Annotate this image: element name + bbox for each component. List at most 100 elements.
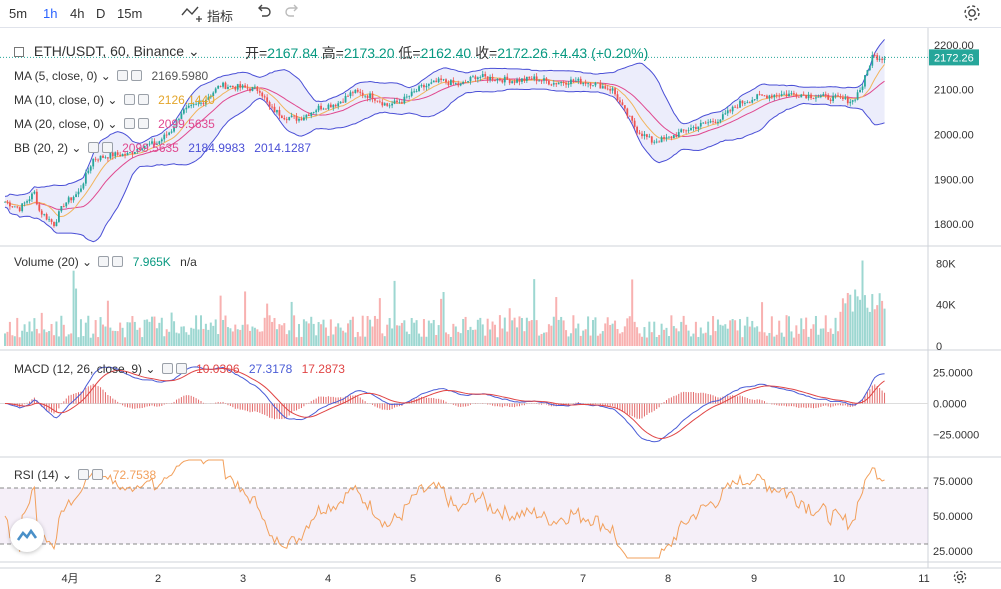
- settings-gear-icon[interactable]: [962, 3, 982, 28]
- eye-icon[interactable]: [123, 94, 135, 105]
- volume-bar: [158, 322, 161, 346]
- close-icon[interactable]: [137, 94, 149, 105]
- candle-body: [601, 86, 604, 89]
- timeframe-d[interactable]: D: [96, 6, 106, 21]
- price-tick-label: 2000.00: [934, 130, 974, 142]
- candle-body: [552, 83, 555, 85]
- close-icon[interactable]: [175, 363, 187, 374]
- legend-ma10[interactable]: MA (10, close, 0) ⌄ 2126.1440: [14, 93, 215, 107]
- volume-bar: [97, 337, 100, 346]
- volume-bar: [327, 335, 330, 346]
- volume-bar: [11, 335, 14, 346]
- time-settings-gear-icon[interactable]: [952, 569, 968, 588]
- close-icon[interactable]: [101, 142, 113, 153]
- chart-canvas[interactable]: 2200.00 2100.00 2000.00 1900.00 1800.00 2172.…: [0, 28, 1001, 589]
- candle-body: [702, 122, 705, 124]
- candle-body: [704, 122, 707, 124]
- eye-icon[interactable]: [98, 256, 110, 267]
- legend-ma5[interactable]: MA (5, close, 0) ⌄ 2169.5980: [14, 69, 209, 83]
- chevron-down-icon[interactable]: ⌄: [187, 43, 200, 59]
- candle-body: [599, 82, 602, 89]
- redo-icon[interactable]: [283, 3, 301, 26]
- volume-bar: [278, 324, 281, 346]
- time-tick-label: 8: [665, 573, 671, 585]
- candle-body: [307, 114, 310, 116]
- volume-bar: [824, 315, 827, 346]
- volume-bar: [131, 316, 134, 346]
- close-icon[interactable]: [112, 256, 124, 267]
- timeframe-1h[interactable]: 1h: [43, 6, 58, 21]
- candle-body: [222, 82, 224, 87]
- candle-body: [371, 93, 374, 100]
- candle-body: [268, 101, 271, 107]
- candle-body: [415, 91, 418, 92]
- legend-rsi[interactable]: RSI (14) ⌄ 72.7538: [14, 468, 157, 482]
- candle-body: [631, 116, 634, 121]
- last-price-label: 2172.26: [934, 52, 974, 64]
- volume-bar: [128, 322, 131, 346]
- eye-icon[interactable]: [78, 469, 90, 480]
- chart-area[interactable]: 2200.00 2100.00 2000.00 1900.00 1800.00 2172.…: [0, 28, 1001, 589]
- close-icon[interactable]: [137, 118, 149, 129]
- volume-bar: [859, 299, 862, 346]
- volume-bar: [697, 336, 700, 346]
- volume-bar: [381, 333, 384, 346]
- eye-icon[interactable]: [123, 118, 135, 129]
- volume-bar: [182, 326, 185, 346]
- eye-icon[interactable]: [87, 142, 99, 153]
- candle-body: [420, 85, 423, 87]
- candle-body: [214, 88, 217, 93]
- volume-bar: [638, 333, 641, 346]
- volume-bar: [876, 305, 879, 346]
- candle-body: [521, 78, 523, 82]
- collapse-icon[interactable]: [14, 47, 24, 57]
- candle-body: [842, 97, 844, 100]
- close-icon[interactable]: [92, 469, 104, 480]
- legend-ma20[interactable]: MA (20, close, 0) ⌄ 2099.5635: [14, 117, 215, 131]
- volume-bar: [285, 334, 288, 346]
- undo-icon[interactable]: [255, 3, 273, 26]
- volume-bar: [726, 328, 729, 346]
- candle-body: [219, 86, 222, 87]
- volume-bar: [528, 321, 531, 346]
- close-icon[interactable]: [131, 70, 143, 81]
- timeframe-15m[interactable]: 15m: [117, 6, 143, 21]
- candle-body: [138, 149, 141, 150]
- volume-bar: [736, 330, 739, 346]
- volume-bar: [342, 330, 345, 346]
- candle-body: [293, 115, 295, 117]
- candle-body: [496, 78, 499, 81]
- candle-body: [334, 104, 337, 107]
- volume-bar: [82, 336, 85, 346]
- candle-body: [824, 94, 827, 95]
- symbol-header[interactable]: ETH/USDT, 60, Binance ⌄: [14, 43, 200, 60]
- candle-body: [87, 170, 90, 173]
- volume-bar: [322, 319, 325, 346]
- indicators-icon[interactable]: [180, 3, 204, 28]
- volume-bar: [288, 330, 291, 346]
- time-tick-label: 10: [833, 573, 845, 585]
- eye-icon[interactable]: [117, 70, 129, 81]
- candle-body: [643, 134, 646, 137]
- volume-bar: [187, 334, 190, 346]
- candle-body: [121, 154, 124, 157]
- legend-bb[interactable]: BB (20, 2) ⌄ 2099.5635 2184.9983 2014.12…: [14, 141, 311, 155]
- timeframe-4h[interactable]: 4h: [70, 6, 85, 21]
- legend-volume[interactable]: Volume (20) ⌄ 7.965K n/a: [14, 255, 197, 269]
- candle-body: [124, 154, 126, 156]
- watermark-logo-icon[interactable]: [10, 518, 44, 552]
- candle-body: [450, 80, 452, 86]
- candle-body: [300, 118, 303, 121]
- indicators-button[interactable]: 指标: [207, 9, 234, 24]
- candle-body: [839, 96, 842, 98]
- volume-bar: [577, 323, 580, 346]
- volume-bar: [878, 293, 881, 346]
- volume-bar: [124, 337, 127, 346]
- volume-bar: [197, 329, 200, 346]
- volume-bar: [609, 325, 612, 346]
- timeframe-5m[interactable]: 5m: [9, 6, 28, 21]
- eye-icon[interactable]: [161, 363, 173, 374]
- volume-bar: [173, 321, 176, 346]
- candle-body: [45, 214, 48, 220]
- legend-macd[interactable]: MACD (12, 26, close, 9) ⌄ 10.0306 27.317…: [14, 362, 345, 376]
